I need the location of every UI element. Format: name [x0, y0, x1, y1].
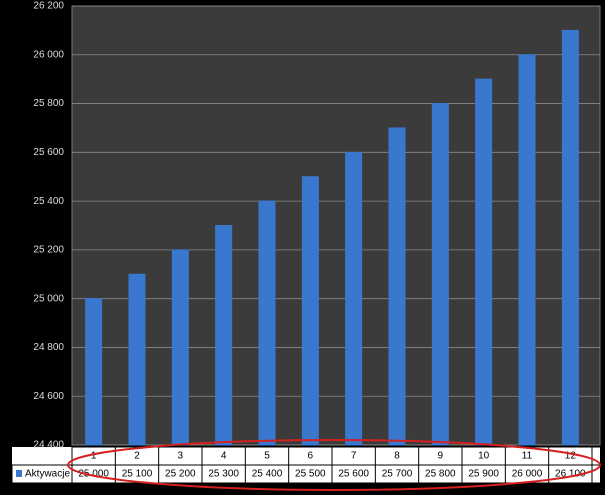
bar [345, 151, 363, 446]
bar [561, 29, 579, 446]
table-value: 26 000 [512, 469, 543, 480]
table-value: 26 100 [555, 469, 586, 480]
bar [518, 54, 536, 446]
y-tick-label: 24 800 [33, 342, 64, 353]
x-tick-label: 1 [91, 451, 97, 462]
table-value: 25 800 [425, 469, 456, 480]
y-tick-label: 24 600 [33, 391, 64, 402]
bar [388, 127, 406, 446]
y-tick-label: 25 800 [33, 98, 64, 109]
bar [171, 249, 189, 446]
bar [85, 298, 103, 446]
y-tick-label: 24 400 [33, 440, 64, 451]
x-tick-label: 12 [565, 451, 577, 462]
x-tick-label: 11 [522, 451, 533, 462]
y-tick-label: 25 600 [33, 147, 64, 158]
bar [215, 225, 233, 446]
x-tick-label: 4 [221, 451, 227, 462]
table-value: 25 100 [122, 469, 153, 480]
bar [301, 176, 319, 446]
highlight-ellipse [67, 439, 601, 491]
legend-swatch [16, 470, 22, 477]
table-value: 25 500 [295, 469, 326, 480]
bar [128, 273, 146, 446]
table-value: 25 300 [208, 469, 239, 480]
bar [431, 103, 449, 446]
x-tick-label: 9 [438, 451, 444, 462]
y-tick-label: 25 200 [33, 245, 64, 256]
table-value: 25 600 [338, 469, 369, 480]
x-tick-label: 6 [308, 451, 314, 462]
plot-area [71, 5, 601, 446]
table-value: 25 200 [165, 469, 196, 480]
bar [475, 78, 493, 446]
y-tick-label: 25 000 [33, 293, 64, 304]
table-value: 25 400 [252, 469, 283, 480]
bar [258, 200, 276, 446]
x-tick-label: 2 [134, 451, 140, 462]
y-tick-label: 26 000 [33, 49, 64, 60]
y-tick-label: 25 400 [33, 196, 64, 207]
x-tick-label: 5 [264, 451, 270, 462]
x-tick-label: 3 [178, 451, 184, 462]
table-value: 25 700 [382, 469, 413, 480]
x-tick-label: 7 [351, 451, 357, 462]
table-value: 25 000 [78, 469, 109, 480]
x-tick-label: 8 [394, 451, 400, 462]
y-tick-label: 26 200 [33, 1, 64, 12]
legend-label: Aktywacje [25, 469, 70, 480]
x-tick-label: 10 [478, 451, 490, 462]
table-value: 25 900 [468, 469, 499, 480]
